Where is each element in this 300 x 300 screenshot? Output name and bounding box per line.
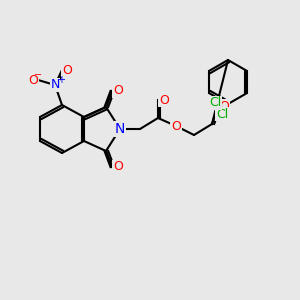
Text: O: O (113, 85, 123, 98)
Text: N: N (115, 122, 125, 136)
Text: O: O (62, 64, 72, 76)
Text: O: O (28, 74, 38, 86)
Text: O: O (113, 160, 123, 173)
Text: +: + (57, 75, 65, 85)
Text: O: O (159, 94, 169, 106)
Text: O: O (219, 100, 229, 112)
Text: O: O (171, 119, 181, 133)
Text: N: N (50, 79, 60, 92)
Text: −: − (34, 70, 42, 80)
Text: Cl: Cl (209, 97, 221, 110)
Text: Cl: Cl (216, 107, 228, 121)
